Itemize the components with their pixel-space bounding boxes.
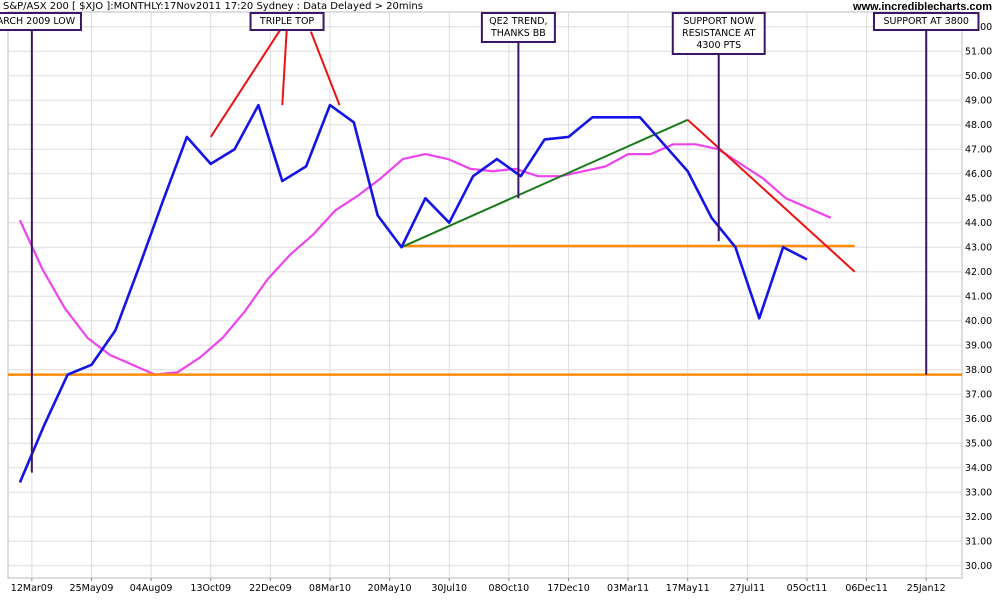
y-tick-label: 49.00 <box>965 96 992 107</box>
x-tick-label: 03Mar11 <box>607 583 649 594</box>
site-watermark: www.incrediblecharts.com <box>853 1 992 13</box>
y-tick-label: 36.00 <box>965 414 992 425</box>
annotation-label: QE2 TREND, <box>489 16 547 27</box>
resistance-line <box>281 24 289 106</box>
y-tick-label: 41.00 <box>965 292 992 303</box>
y-tick-label: 45.00 <box>965 194 992 205</box>
annotation-box <box>249 12 325 31</box>
annotation-box <box>480 12 556 43</box>
x-tick-label: 08Mar10 <box>309 583 351 594</box>
resistance-line <box>209 26 284 138</box>
x-tick-label: 05Oct11 <box>787 583 828 594</box>
y-tick-label: 39.00 <box>965 341 992 352</box>
x-tick-label: 27Jul11 <box>730 583 766 594</box>
x-tick-label: 22Dec09 <box>249 583 292 594</box>
x-tick-label: 25May09 <box>70 583 114 594</box>
x-tick-label: 12Mar09 <box>11 583 53 594</box>
annotation-box <box>872 12 980 31</box>
resistance-line <box>309 31 341 106</box>
x-tick-label: 25Jan12 <box>907 583 946 594</box>
x-tick-label: 08Oct10 <box>489 583 530 594</box>
annotation-label: MARCH 2009 LOW <box>0 16 76 27</box>
y-tick-label: 34.00 <box>965 463 992 474</box>
x-tick-label: 17Dec10 <box>547 583 590 594</box>
y-tick-label: 46.00 <box>965 169 992 180</box>
annotation-label: SUPPORT NOW <box>683 16 754 27</box>
y-tick-label: 33.00 <box>965 488 992 499</box>
y-tick-label: 51.00 <box>965 47 992 58</box>
y-tick-label: 43.00 <box>965 243 992 254</box>
annotation-label: TRIPLE TOP <box>259 16 315 27</box>
resistance-line <box>687 119 856 273</box>
y-tick-label: 37.00 <box>965 390 992 401</box>
annotation-label: THANKS BB <box>490 28 546 39</box>
x-tick-label: 04Aug09 <box>130 583 173 594</box>
price-line <box>18 103 808 483</box>
x-tick-label: 30Jul10 <box>431 583 467 594</box>
y-tick-label: 31.00 <box>965 537 992 548</box>
annotation-box <box>0 12 82 31</box>
trend-line <box>401 118 689 249</box>
x-tick-label: 20May10 <box>368 583 412 594</box>
y-tick-label: 38.00 <box>965 365 992 376</box>
y-tick-label: 50.00 <box>965 71 992 82</box>
y-tick-label: 32.00 <box>965 512 992 523</box>
plot-area <box>7 11 963 579</box>
chart-header-title: S&P/ASX 200 [ $XJO ]:MONTHLY:17Nov2011 1… <box>3 1 423 12</box>
x-tick-label: 06Dec11 <box>845 583 888 594</box>
annotation-box <box>671 12 766 55</box>
annotation-label: 4300 PTS <box>696 40 741 51</box>
x-tick-label: 13Oct09 <box>190 583 231 594</box>
y-tick-label: 30.00 <box>965 561 992 572</box>
y-tick-label: 40.00 <box>965 316 992 327</box>
annotation-label: RESISTANCE AT <box>682 28 756 39</box>
y-tick-label: 42.00 <box>965 267 992 278</box>
y-tick-label: 48.00 <box>965 120 992 131</box>
y-tick-label: 44.00 <box>965 218 992 229</box>
y-tick-label: 35.00 <box>965 439 992 450</box>
y-tick-label: 47.00 <box>965 145 992 156</box>
annotation-label: SUPPORT AT 3800 <box>884 16 969 27</box>
x-tick-label: 17May11 <box>666 583 710 594</box>
